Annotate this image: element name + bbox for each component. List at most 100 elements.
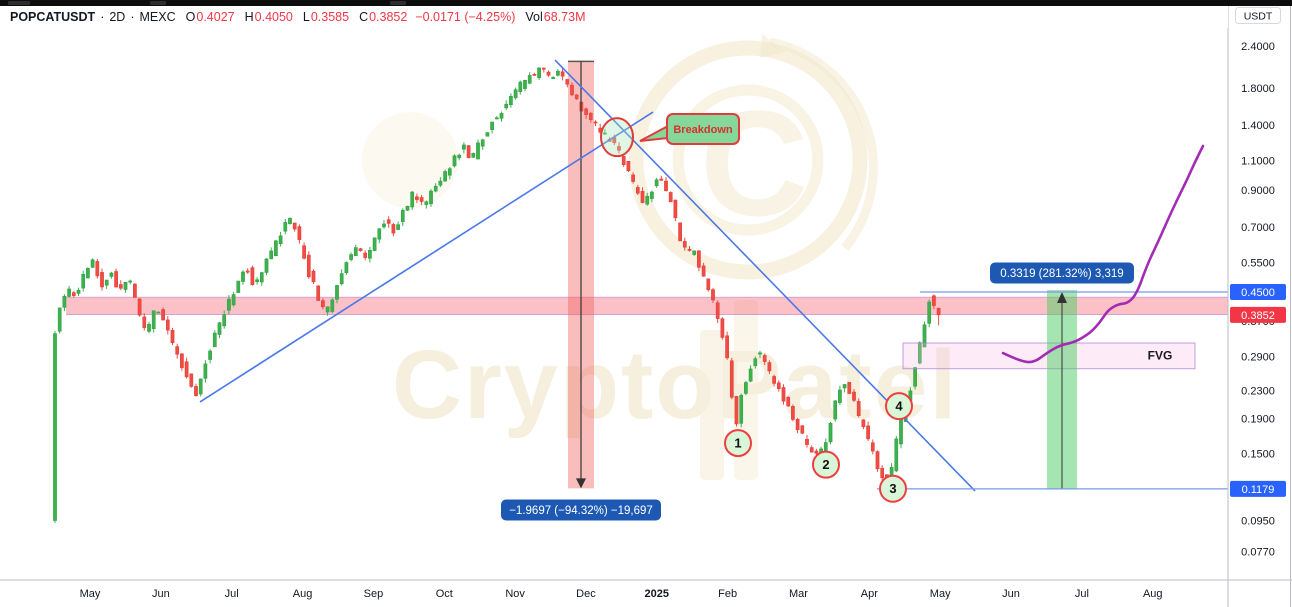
candle-body: [165, 319, 170, 331]
interval-label[interactable]: 2D: [109, 10, 126, 24]
time-axis[interactable]: May Jun Jul Aug Sep Oct Nov Dec 2025 Feb Mar Apr May…: [0, 579, 1292, 600]
candle-body: [711, 289, 715, 301]
candle-body: [565, 79, 570, 85]
measure-down-box[interactable]: [568, 60, 594, 489]
candle-body: [936, 308, 941, 316]
candle-body: [748, 368, 753, 382]
candle-body: [349, 254, 353, 260]
candle-body: [217, 322, 222, 335]
candle-body: [302, 245, 306, 259]
price-tag-0.4500[interactable]: 0.4500: [1230, 283, 1286, 300]
candle-body: [386, 219, 391, 224]
candle-body: [932, 295, 936, 306]
candle-body: [476, 142, 480, 160]
candle-body: [81, 273, 86, 289]
candle-body: [574, 94, 579, 100]
candle-body: [147, 323, 151, 332]
separator-dot: ·: [130, 10, 135, 24]
candle-body: [532, 74, 537, 76]
candle-body: [424, 201, 429, 205]
candle-body: [734, 396, 739, 425]
candle-body: [856, 401, 861, 416]
wave-marker-1[interactable]: 1: [724, 429, 752, 458]
candle-body: [570, 84, 574, 96]
currency-toggle[interactable]: USDT: [1235, 7, 1281, 24]
candle-body: [659, 178, 664, 181]
price-tick-1.4000: 1.4000: [1241, 120, 1275, 132]
breakdown-callout[interactable]: Breakdown: [639, 113, 740, 145]
candle-body: [311, 270, 316, 283]
time-tick-Jun-13: Jun: [1002, 588, 1020, 600]
price-tick-1.8000: 1.8000: [1241, 83, 1275, 95]
candle-body: [603, 132, 607, 135]
candle-body: [739, 394, 744, 424]
candle-body: [626, 161, 631, 172]
candle-body: [353, 247, 358, 257]
breakdown-ellipse[interactable]: [600, 117, 634, 158]
time-tick-Jul-2: Jul: [225, 588, 239, 600]
candle-body: [852, 391, 856, 401]
wave-marker-3[interactable]: 3: [879, 474, 907, 503]
window-top-edge: [0, 0, 1292, 6]
candle-body: [847, 382, 852, 394]
open-label: O: [185, 10, 196, 24]
measure-down-label[interactable]: −1.9697 (−94.32%) −19,697: [501, 499, 661, 521]
candle-body: [57, 307, 62, 332]
candle-body: [123, 281, 128, 290]
candle-body: [805, 438, 809, 445]
trendline-ascending-support[interactable]: [199, 111, 654, 403]
candle-body: [283, 222, 288, 232]
symbol-title[interactable]: POPCATUSDT: [10, 10, 96, 24]
candle-body: [556, 70, 560, 76]
candle-body: [894, 438, 899, 472]
candle-body: [255, 279, 259, 283]
wave-marker-4[interactable]: 4: [885, 392, 913, 421]
candle-body: [208, 350, 212, 360]
candle-body: [118, 284, 123, 289]
candle-body: [259, 272, 264, 283]
candle-body: [344, 262, 349, 273]
candle-body: [767, 362, 772, 372]
candle-body: [316, 285, 321, 301]
price-tag-text: 0.1179: [1242, 484, 1275, 496]
price-tag-0.1179[interactable]: 0.1179: [1230, 480, 1286, 497]
candle-body: [114, 271, 118, 288]
candle-body: [264, 258, 269, 273]
candle-body: [452, 155, 457, 167]
candle-body: [457, 154, 462, 159]
candle-body: [621, 156, 626, 166]
candle-body: [509, 95, 513, 106]
exchange-label[interactable]: MEXC: [139, 10, 176, 24]
candle-body: [875, 451, 880, 470]
close-value: 0.3852: [369, 10, 408, 24]
watermark-arrowhead-icon: [760, 34, 786, 58]
candle-body: [415, 196, 419, 200]
candle-body: [922, 324, 927, 348]
candle-body: [71, 292, 76, 296]
measure-up-label[interactable]: 0.3319 (281.32%) 3,319: [990, 262, 1134, 284]
candle-body: [640, 191, 645, 203]
breakdown-label: Breakdown: [673, 124, 733, 136]
candle-body: [438, 180, 443, 186]
watermark-bar-icon: [700, 330, 724, 480]
candle-body: [227, 298, 231, 311]
trendline-descending-resistance[interactable]: [554, 59, 976, 492]
price-axis[interactable]: USDT 2.4000 1.8000 1.4000 1.1000 0.9000 0.7000…: [1227, 6, 1292, 607]
candle-body: [584, 108, 588, 115]
candle-body: [297, 226, 302, 240]
candle-body: [523, 80, 527, 89]
watermark-logo-inner-ring-icon: [672, 84, 824, 236]
candle-body: [236, 280, 241, 293]
candle-body: [541, 67, 546, 70]
price-tag-0.3852[interactable]: 0.3852: [1230, 306, 1286, 323]
wave-marker-2[interactable]: 2: [812, 450, 840, 479]
measure-up-box[interactable]: [1047, 289, 1077, 489]
candle-body: [762, 355, 767, 362]
candle-body: [654, 179, 659, 187]
candle-body: [729, 360, 734, 398]
fvg-label: FVG: [1148, 349, 1173, 363]
time-tick-2025-8: 2025: [645, 588, 669, 600]
projection-curve[interactable]: [1001, 144, 1205, 364]
